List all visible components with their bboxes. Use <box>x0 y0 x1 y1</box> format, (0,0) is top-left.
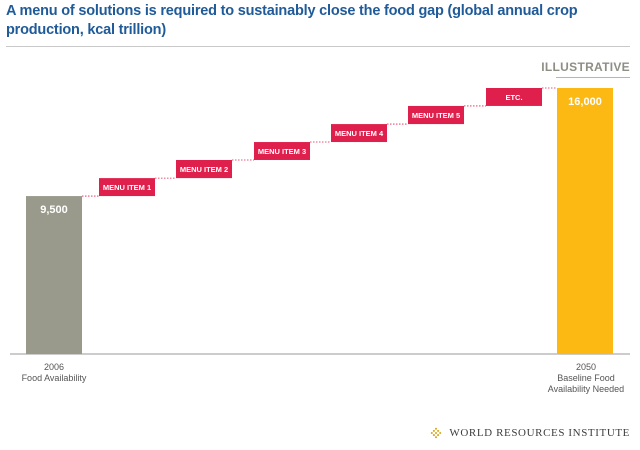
x-label-2050-line3: Availability Needed <box>547 384 625 394</box>
logo-dot <box>435 431 438 435</box>
step-label-5: MENU ITEM 5 <box>412 111 460 120</box>
step-label-1: MENU ITEM 1 <box>103 183 151 192</box>
step-label-4: MENU ITEM 4 <box>335 129 384 138</box>
wri-logo-icon <box>431 427 442 439</box>
illustrative-tag: ILLUSTRATIVE <box>541 60 630 74</box>
x-label-2050-line1: 2050 <box>575 362 597 372</box>
logo-dot <box>437 429 440 432</box>
bar-2050 <box>557 88 613 354</box>
page-title: A menu of solutions is required to susta… <box>6 3 578 38</box>
step-bar-1 <box>99 178 155 197</box>
step-bar-6 <box>486 88 542 106</box>
logo-dot <box>435 427 438 430</box>
footer-org-name: WORLD RESOURCES INSTITUTE <box>449 427 630 439</box>
logo-dot <box>433 434 436 437</box>
logo-dot <box>431 431 434 435</box>
title-divider <box>6 46 630 47</box>
logo-dot <box>435 436 438 439</box>
step-label-2: MENU ITEM 2 <box>180 165 228 174</box>
step-label-6: ETC. <box>505 93 522 102</box>
step-label-3: MENU ITEM 3 <box>258 147 306 156</box>
x-label-2050-line2: Baseline Food <box>557 373 615 383</box>
bar-2050-value-label: 16,000 <box>568 96 602 108</box>
step-bar-4 <box>331 124 387 143</box>
x-label-2006: 2006 Food Availability <box>14 362 94 384</box>
footer-brand: WORLD RESOURCES INSTITUTE <box>428 425 630 441</box>
bar-2006-value-label: 9,500 <box>40 204 68 216</box>
x-label-2006-line1: 2006 <box>43 362 65 372</box>
logo-dot <box>433 429 436 432</box>
x-label-2050: 2050 Baseline Food Availability Needed <box>544 362 628 395</box>
x-label-2006-line2: Food Availability <box>21 373 87 383</box>
step-bar-2 <box>176 159 232 179</box>
step-bar-3 <box>254 142 310 160</box>
bar-2006 <box>26 196 82 354</box>
logo-dot <box>439 431 442 435</box>
step-bar-5 <box>408 105 464 125</box>
illustrative-divider <box>556 77 630 78</box>
logo-dot <box>437 434 440 437</box>
